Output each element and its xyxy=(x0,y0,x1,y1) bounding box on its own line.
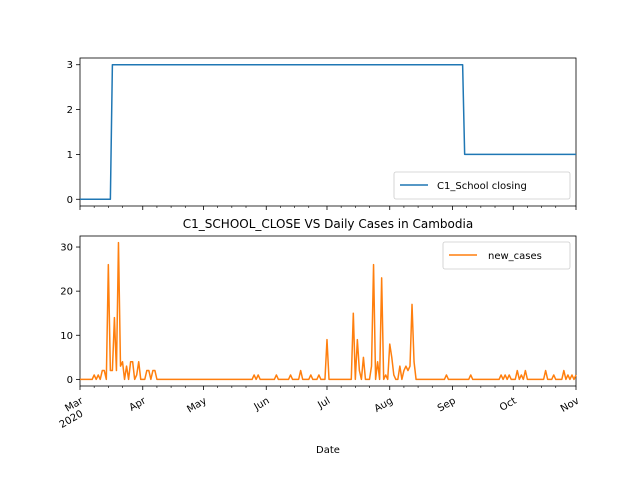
y-tick-label: 30 xyxy=(60,243,73,254)
bottom-series-lines xyxy=(80,241,577,381)
top-legend-box xyxy=(393,171,571,200)
top-subplot: 0 1 2 3 C1_School closing xyxy=(67,57,577,210)
bottom-legend: new_cases xyxy=(442,241,571,270)
y-tick-label: 0 xyxy=(67,195,73,206)
bottom-legend-box xyxy=(442,241,571,270)
series-line-c1-school-closing xyxy=(80,63,576,201)
top-series-lines xyxy=(80,63,576,201)
series-line-new-cases xyxy=(80,241,577,381)
top-plot-frame xyxy=(79,57,577,207)
y-tick-label: 2 xyxy=(67,105,73,116)
bottom-chart-title: C1_SCHOOL_CLOSE VS Daily Cases in Cambod… xyxy=(183,217,473,231)
top-legend-label: C1_School closing xyxy=(437,181,527,192)
y-tick-label: 20 xyxy=(60,287,73,298)
y-tick-label: 0 xyxy=(67,375,73,386)
bottom-plot-frame xyxy=(79,235,577,387)
top-y-ticks: 0 1 2 3 xyxy=(67,60,80,206)
bottom-y-ticks: 0 10 20 30 xyxy=(60,243,80,386)
top-x-ticks xyxy=(79,206,577,210)
y-tick-label: 1 xyxy=(67,150,73,161)
y-tick-label: 3 xyxy=(67,60,73,71)
y-tick-label: 10 xyxy=(60,331,73,342)
bottom-legend-label: new_cases xyxy=(488,251,542,262)
top-legend: C1_School closing xyxy=(393,171,571,200)
x-axis-label: Date xyxy=(316,445,340,456)
